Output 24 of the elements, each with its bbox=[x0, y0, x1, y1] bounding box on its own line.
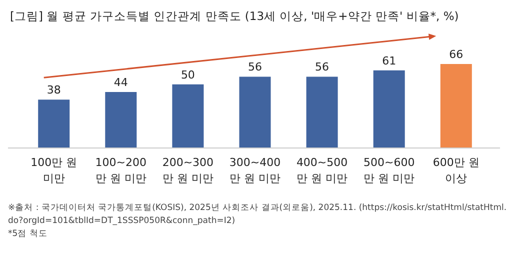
bar bbox=[239, 76, 271, 148]
data-label: 66 bbox=[449, 48, 464, 61]
bar bbox=[172, 84, 204, 148]
data-label: 56 bbox=[248, 60, 262, 74]
x-tick-label: 300~400 만 원 미만 bbox=[229, 156, 281, 185]
chart-title: [그림] 월 평균 가구소득별 인간관계 만족도 (13세 이상, '매우+약간 만족' 비율*, %) bbox=[10, 9, 459, 23]
data-label: 38 bbox=[46, 84, 61, 97]
text: ※출처 : 국가데이터처 국가통계포털(KOSIS), 2025년 사회조사 결과(외로움), 2025.11. (https://kosis.kr/statHtml/statHtml.do?orgId=101&tblId=DT_1SSSP050R&conn_path=I2) bbox=[8, 202, 508, 228]
bar bbox=[38, 100, 70, 148]
x-tick-label: 200~300 만 원 미만 bbox=[162, 156, 214, 185]
x-tick-label: 600만 원 이상 bbox=[432, 156, 480, 185]
data-label: 50 bbox=[180, 68, 195, 82]
x-tick-label: 500~600 만 원 미만 bbox=[363, 156, 415, 185]
x-tick-label: 100만 원 미만 bbox=[30, 156, 78, 185]
bar bbox=[306, 76, 338, 148]
data-label: 56 bbox=[315, 60, 330, 74]
bar bbox=[105, 92, 137, 148]
data-label: 44 bbox=[114, 76, 128, 89]
text: *5점 척도 bbox=[8, 228, 48, 241]
data-label: 61 bbox=[382, 54, 396, 68]
bar bbox=[373, 70, 405, 148]
bar bbox=[440, 64, 472, 148]
x-tick-label: 400~500 만 원 미만 bbox=[296, 156, 348, 185]
x-tick-label: 100~200 만 원 미만 bbox=[95, 156, 147, 185]
